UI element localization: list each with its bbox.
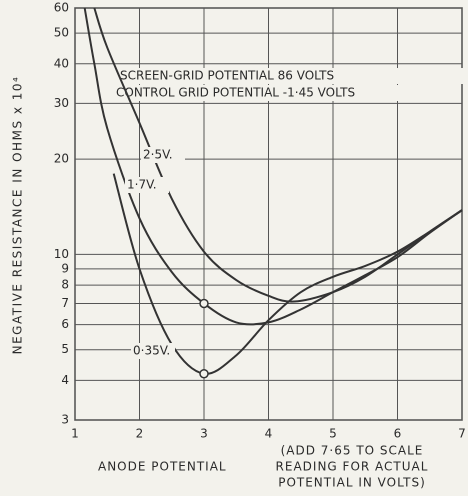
y-tick-label: 40 xyxy=(54,56,69,70)
point-marker xyxy=(199,368,209,379)
point-marker xyxy=(199,298,209,309)
curve-label-bg xyxy=(141,147,185,163)
y-tick-label: 30 xyxy=(54,96,69,110)
y-tick-label: 7 xyxy=(61,296,69,310)
x-axis-label: ANODE POTENTIAL xyxy=(98,460,227,474)
y-tick-label: 50 xyxy=(54,26,69,40)
annotation: CONTROL GRID POTENTIAL -1·45 VOLTS xyxy=(116,86,355,100)
x-tick-label: 6 xyxy=(394,427,402,441)
x-tick-label: 2 xyxy=(136,427,144,441)
y-tick-label: 9 xyxy=(61,261,69,275)
curve xyxy=(83,7,463,326)
curve-label-bg xyxy=(125,177,169,193)
x-axis-note: READING FOR ACTUAL xyxy=(276,460,429,474)
curve-label: 1·7V. xyxy=(127,178,157,192)
y-tick-label: 60 xyxy=(54,1,69,15)
y-axis-label: NEGATIVE RESISTANCE IN OHMS x 10⁴ xyxy=(11,76,25,355)
x-axis-note: (ADD 7·65 TO SCALE xyxy=(281,444,424,458)
x-tick-label: 5 xyxy=(329,427,337,441)
y-tick-label: 4 xyxy=(61,373,69,387)
curve-label: 0·35V. xyxy=(133,344,170,358)
annotation-bg xyxy=(118,68,463,84)
annotation: SCREEN-GRID POTENTIAL 86 VOLTS xyxy=(120,69,334,83)
curve xyxy=(112,173,463,375)
x-tick-label: 1 xyxy=(71,427,79,441)
x-tick-label: 4 xyxy=(265,427,273,441)
y-tick-label: 3 xyxy=(61,413,69,427)
curve-label-bg xyxy=(131,343,175,359)
y-tick-label: 5 xyxy=(61,342,69,356)
curve xyxy=(93,7,463,303)
y-tick-label: 10 xyxy=(54,247,69,261)
y-tick-label: 20 xyxy=(54,152,69,166)
x-tick-label: 7 xyxy=(458,427,466,441)
annotation-bg xyxy=(114,85,459,101)
y-tick-label: 6 xyxy=(61,317,69,331)
curve-label: 2·5V. xyxy=(143,148,173,162)
x-tick-label: 3 xyxy=(200,427,208,441)
y-tick-label: 8 xyxy=(61,278,69,292)
x-axis-note: POTENTIAL IN VOLTS) xyxy=(278,476,426,490)
